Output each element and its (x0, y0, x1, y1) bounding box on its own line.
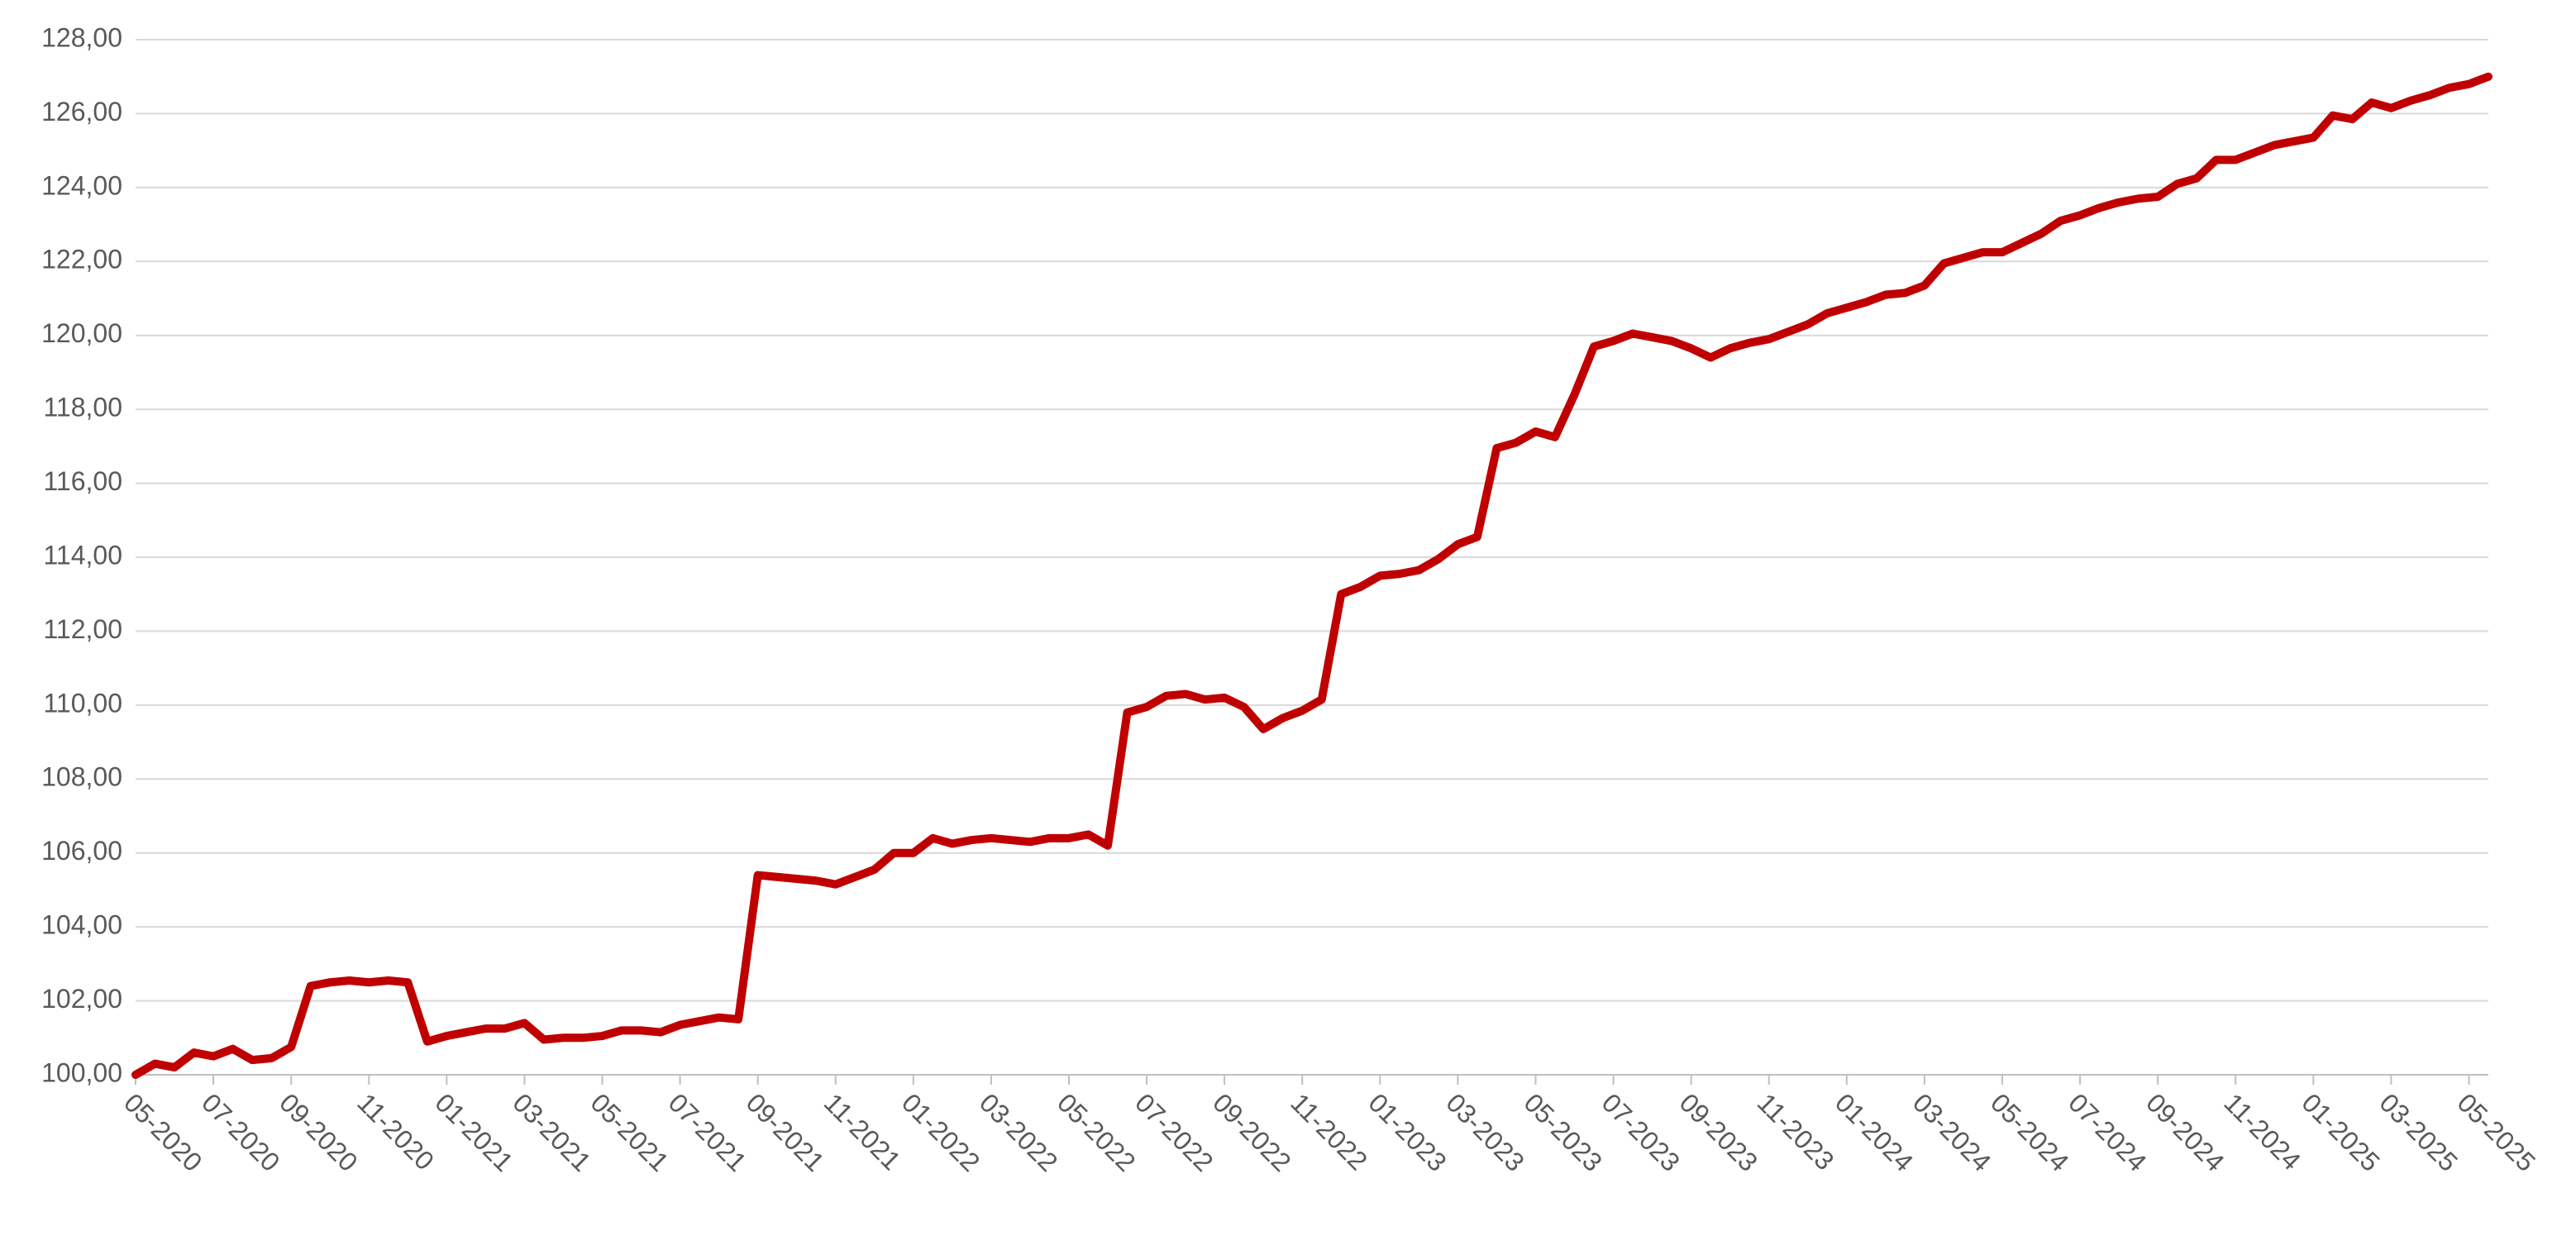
x-tick-label: 07-2022 (1129, 1087, 1219, 1176)
x-tick-label: 11-2020 (351, 1087, 440, 1176)
x-tick-label: 07-2023 (1596, 1087, 1686, 1176)
x-tick-label: 01-2021 (429, 1087, 518, 1176)
x-tick-label: 01-2025 (2296, 1087, 2385, 1176)
x-tick-label: 09-2021 (741, 1087, 830, 1176)
x-tick-label: 01-2024 (1829, 1087, 1919, 1176)
y-tick-label: 114,00 (44, 540, 123, 570)
y-tick-label: 120,00 (41, 318, 122, 348)
y-tick-label: 100,00 (41, 1057, 122, 1087)
y-tick-label: 110,00 (44, 688, 123, 718)
y-tick-label: 106,00 (41, 836, 122, 866)
y-tick-label: 102,00 (41, 984, 122, 1014)
x-tick-label: 07-2021 (663, 1087, 752, 1176)
x-tick-label: 03-2022 (974, 1087, 1063, 1176)
y-tick-label: 128,00 (41, 22, 122, 52)
x-tick-label: 09-2023 (1674, 1087, 1763, 1176)
x-tick-label: 05-2020 (118, 1087, 208, 1176)
data-line (131, 72, 2493, 1079)
x-tick-label: 09-2024 (2140, 1087, 2230, 1176)
x-tick-label: 03-2024 (1907, 1087, 1996, 1176)
x-tick-label: 03-2021 (507, 1087, 596, 1176)
y-tick-label: 118,00 (44, 393, 123, 422)
y-tick-label: 126,00 (41, 97, 122, 126)
x-tick-label: 01-2023 (1362, 1087, 1452, 1176)
x-tick-label: 11-2023 (1752, 1087, 1840, 1176)
x-tick-label: 01-2022 (896, 1087, 985, 1176)
x-tick-label: 07-2024 (2063, 1087, 2152, 1176)
x-tick-label: 03-2023 (1440, 1087, 1529, 1176)
x-tick-label: 05-2021 (585, 1087, 675, 1176)
y-tick-label: 112,00 (44, 614, 123, 644)
x-tick-label: 05-2025 (2452, 1087, 2541, 1176)
x-tick-label: 09-2022 (1207, 1087, 1296, 1176)
x-tick-label: 11-2022 (1285, 1087, 1373, 1176)
y-tick-label: 122,00 (41, 245, 122, 274)
y-tick-label: 108,00 (41, 762, 122, 792)
x-tick-label: 11-2024 (2218, 1087, 2306, 1176)
x-tick-label: 11-2021 (818, 1087, 907, 1176)
x-tick-label: 03-2025 (2373, 1087, 2463, 1176)
y-tick-label: 104,00 (41, 910, 122, 940)
x-tick-label: 05-2023 (1519, 1087, 1608, 1176)
x-tick-label: 05-2024 (1985, 1087, 2074, 1176)
y-tick-label: 124,00 (41, 170, 122, 200)
y-tick-label: 116,00 (44, 466, 123, 496)
x-tick-label: 07-2020 (196, 1087, 285, 1176)
x-tick-label: 05-2022 (1052, 1087, 1141, 1176)
x-tick-label: 09-2020 (274, 1087, 363, 1176)
